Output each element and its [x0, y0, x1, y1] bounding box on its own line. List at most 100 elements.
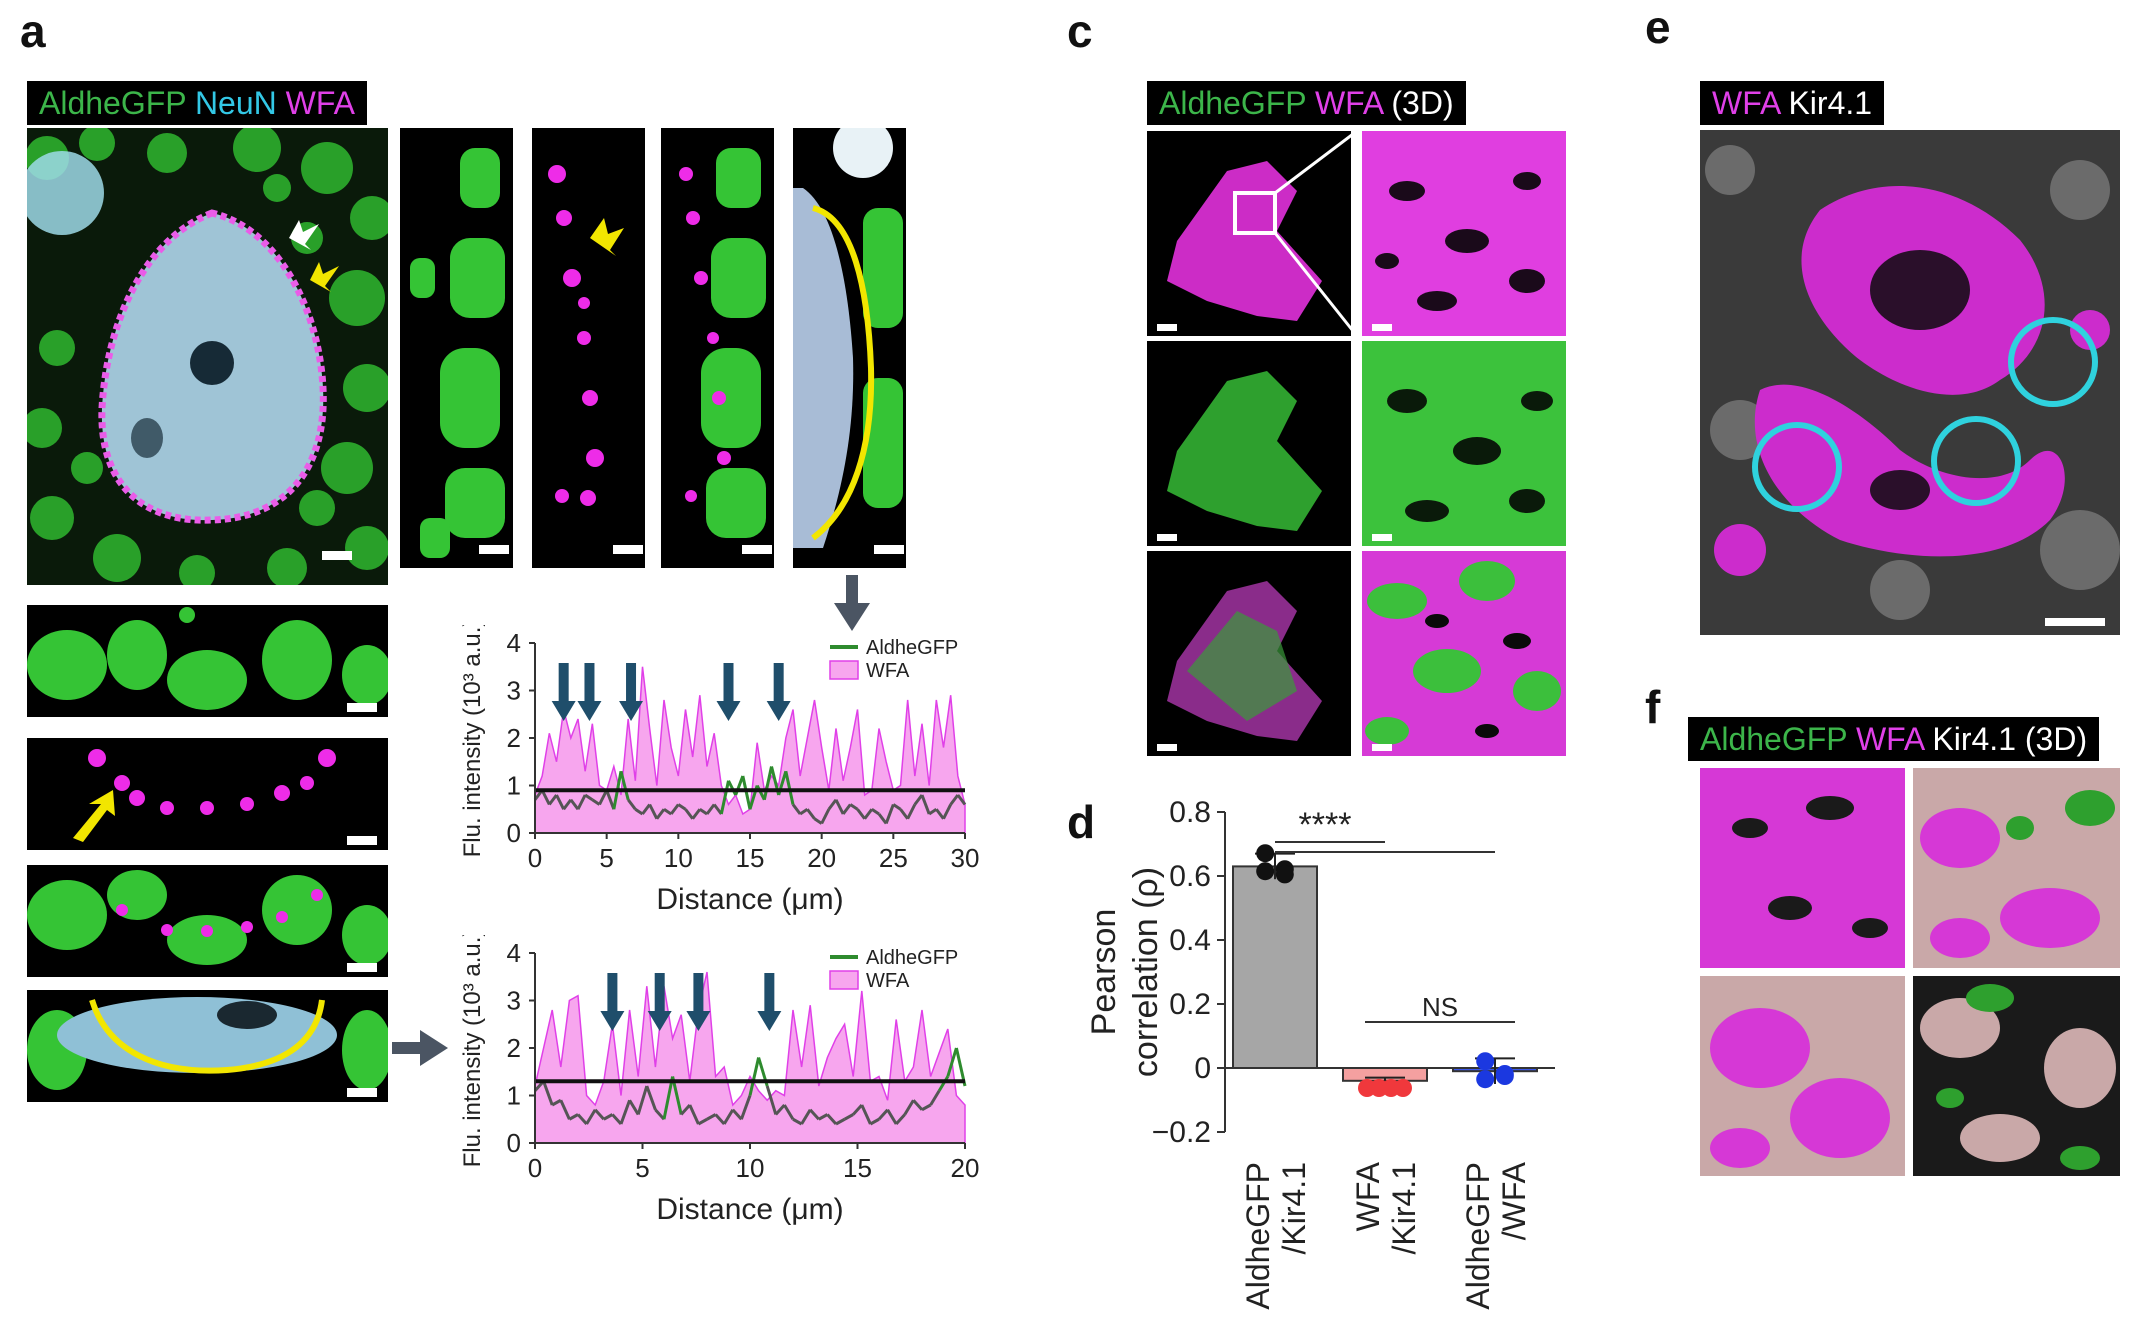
- series-aldhegfp-segment: [820, 808, 831, 825]
- x-tick-label: 15: [843, 1153, 872, 1183]
- marker-arrow-head: [619, 701, 644, 721]
- series-aldhegfp-segment: [598, 789, 609, 806]
- panel-letter-d: d: [1067, 796, 1096, 848]
- scale-bar: [742, 545, 772, 554]
- x-tick-label: 10: [664, 843, 693, 873]
- series-aldhegfp-segment: [712, 803, 723, 815]
- series-aldhegfp-segment: [684, 808, 694, 820]
- series-aldhegfp-segment: [827, 798, 838, 811]
- series-aldhegfp-segment: [903, 1099, 915, 1116]
- series-aldhegfp-segment: [892, 803, 902, 811]
- channel-wfa: WFA: [285, 85, 355, 121]
- series-aldhegfp-segment: [569, 798, 580, 811]
- series-aldhegfp-segment: [843, 1113, 854, 1121]
- x-tick-label: 10: [736, 1153, 765, 1183]
- data-point: [1476, 1052, 1495, 1071]
- data-point: [1275, 865, 1294, 884]
- series-aldhegfp-segment: [784, 770, 795, 805]
- marker-arrow-head: [766, 701, 791, 721]
- series-aldhegfp-segment: [551, 1098, 562, 1107]
- series-aldhegfp-segment: [576, 794, 587, 810]
- series-aldhegfp-segment: [886, 1108, 898, 1125]
- series-aldhegfp-segment: [869, 1117, 880, 1126]
- scale-bar: [347, 963, 377, 972]
- marker-arrow-shaft: [584, 663, 595, 703]
- series-aldhegfp-segment: [946, 1047, 958, 1077]
- channel-aldhegfp: AldheGFP: [1700, 721, 1848, 757]
- series-aldhegfp-segment: [937, 1075, 950, 1092]
- marker-arrow-head: [551, 701, 576, 721]
- panel-f-channel-label: AldheGFP WFA Kir4.1 (3D): [1688, 717, 2100, 761]
- marker-arrow-shaft: [693, 973, 704, 1013]
- scale-bar: [347, 1088, 377, 1097]
- series-aldhegfp-segment: [645, 1085, 657, 1111]
- series-aldhegfp-segment: [895, 1113, 906, 1126]
- significance-label: NS: [1422, 992, 1458, 1022]
- panel-a-strip-merge: [661, 128, 774, 568]
- panel-f-render-grid: [1700, 768, 2120, 1176]
- panel-a-xz-neun-line: [27, 990, 388, 1102]
- panel-a-strip-neun-line: [793, 128, 906, 568]
- series-aldhegfp-segment: [741, 775, 752, 810]
- series-aldhegfp-segment: [765, 1085, 778, 1115]
- series-aldhegfp-segment: [548, 794, 558, 806]
- y-tick-label: 3: [507, 676, 521, 706]
- series-aldhegfp-segment: [762, 766, 773, 801]
- series-aldhegfp-segment: [706, 1113, 717, 1121]
- series-aldhegfp-segment: [584, 793, 594, 802]
- series-aldhegfp-segment: [871, 807, 880, 816]
- series-aldhegfp-segment: [605, 789, 616, 810]
- series-aldhegfp-segment: [540, 789, 551, 806]
- panel-a-xz-aldhegfp: [27, 605, 388, 717]
- series-aldhegfp-segment: [912, 1099, 924, 1111]
- legend-label-aldhegfp: AldheGFP: [866, 947, 958, 969]
- series-aldhegfp-segment: [860, 1104, 872, 1125]
- marker-arrow-shaft: [626, 663, 637, 703]
- series-aldhegfp-segment: [680, 1103, 691, 1116]
- series-aldhegfp-segment: [906, 803, 917, 820]
- series-aldhegfp-segment: [791, 803, 802, 815]
- data-point: [1495, 1067, 1514, 1085]
- series-aldhegfp-segment: [935, 808, 945, 820]
- series-aldhegfp-segment: [669, 803, 680, 815]
- marker-arrow-head: [757, 1011, 782, 1031]
- series-aldhegfp-segment: [748, 1057, 761, 1096]
- series-aldhegfp-segment: [648, 803, 659, 820]
- series-aldhegfp-segment: [727, 780, 738, 796]
- series-aldhegfp-segment: [856, 808, 866, 820]
- data-point: [1256, 862, 1275, 881]
- series-aldhegfp-segment: [920, 794, 931, 815]
- category-label-line2: /Kir4.1: [1276, 1162, 1312, 1254]
- series-aldhegfp-segment: [913, 794, 924, 806]
- marker-arrow-shaft: [723, 663, 734, 703]
- series-aldhegfp-segment: [739, 1094, 752, 1120]
- channel-aldhegfp: AldheGFP: [1159, 85, 1307, 121]
- panel-e-image: [1700, 130, 2120, 635]
- scale-bar: [347, 703, 377, 712]
- category-label-line2: /Kir4.1: [1386, 1162, 1422, 1254]
- y-tick-label: 2: [507, 723, 521, 753]
- bar: [1232, 865, 1318, 1070]
- marker-arrow-shaft: [773, 663, 784, 703]
- label-3d: (3D): [2024, 721, 2088, 757]
- arrow-right-to-b-bottom: [392, 1030, 448, 1066]
- x-tick-label: 0: [528, 843, 542, 873]
- channel-wfa: WFA: [1855, 721, 1924, 757]
- marker-arrow-shaft: [654, 973, 665, 1013]
- panel-c-channel-label: AldheGFP WFA (3D): [1147, 81, 1466, 125]
- panel-letter-e: e: [1645, 1, 1671, 53]
- panel-letter-f: f: [1645, 681, 1661, 733]
- legend-swatch-wfa: [829, 970, 859, 990]
- series-aldhegfp-segment: [956, 794, 967, 806]
- series-aldhegfp-segment: [576, 1113, 588, 1126]
- series-aldhegfp-segment: [705, 803, 716, 815]
- panel-a-strip-aldhegfp: [400, 128, 513, 568]
- series-aldhegfp-segment: [568, 1113, 579, 1121]
- category-label-line1: WFA: [1350, 1161, 1386, 1231]
- series-aldhegfp-segment: [834, 799, 845, 815]
- series-aldhegfp-segment: [731, 1108, 743, 1121]
- series-aldhegfp-segment: [783, 1104, 795, 1121]
- y-tick-label: 1: [507, 1081, 521, 1111]
- series-aldhegfp-segment: [806, 808, 816, 820]
- panel-letter-a: a: [20, 5, 46, 57]
